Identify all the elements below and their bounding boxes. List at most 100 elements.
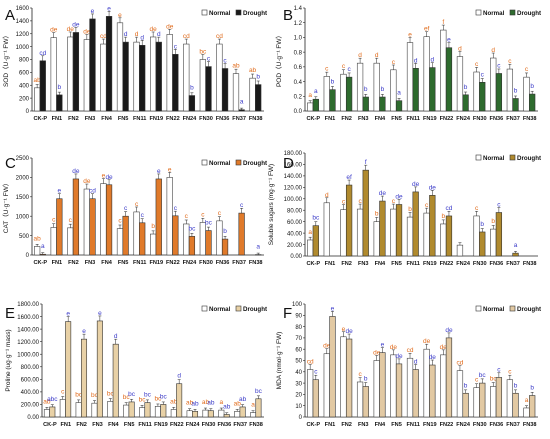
significance-label: bc xyxy=(154,395,162,402)
y-tick-label: 100.00 xyxy=(284,197,303,203)
x-tick-label: FN1 xyxy=(325,261,336,267)
y-tick-label: 800.00 xyxy=(21,365,40,371)
significance-label: f xyxy=(365,159,367,166)
significance-label: bc xyxy=(199,49,207,56)
x-tick-label: FN19 xyxy=(154,422,168,428)
significance-label: c xyxy=(174,205,178,212)
y-tick-label: 30 xyxy=(295,381,302,387)
bar-drought xyxy=(49,406,56,418)
bar-normal xyxy=(440,223,447,257)
significance-label: de xyxy=(323,343,331,350)
bar-drought xyxy=(188,236,196,256)
bar-drought xyxy=(56,198,63,256)
significance-label: bc xyxy=(91,392,99,399)
legend-label-normal: Normal xyxy=(483,10,505,17)
x-tick-label: FN5 xyxy=(391,422,402,428)
significance-label: b xyxy=(530,83,534,90)
bar-drought xyxy=(239,406,246,418)
significance-label: b xyxy=(364,86,368,93)
bar-normal xyxy=(199,222,206,256)
y-tick-label: 2500 xyxy=(16,156,30,162)
significance-label: c xyxy=(475,377,479,384)
legend-swatch-drought xyxy=(235,159,242,166)
significance-label: c xyxy=(481,71,485,78)
x-tick-label: FN24 xyxy=(183,260,198,266)
x-tick-label: CK-P xyxy=(306,116,320,122)
significance-label: bc xyxy=(188,225,196,232)
significance-label: bc xyxy=(255,388,263,395)
x-tick-label: CK-P xyxy=(43,422,57,428)
x-tick-label: FN38 xyxy=(249,422,263,428)
bar-drought xyxy=(429,67,436,112)
significance-label: e xyxy=(66,311,70,318)
x-tick-label: FN11 xyxy=(138,422,151,428)
significance-label: e xyxy=(168,166,172,173)
bar-normal xyxy=(390,208,397,257)
x-tick-label: FN11 xyxy=(406,422,419,428)
bar-normal xyxy=(307,102,314,112)
significance-label: a xyxy=(41,243,45,250)
significance-label: de xyxy=(395,194,403,201)
x-tick-label: FN36 xyxy=(490,116,504,122)
x-tick-label: FN38 xyxy=(249,260,263,266)
bar-normal xyxy=(390,354,397,418)
significance-label: c xyxy=(425,202,429,209)
bar-normal xyxy=(323,76,330,112)
x-tick-label: FN37 xyxy=(232,116,246,122)
x-tick-label: FN5 xyxy=(391,261,402,267)
y-tick-label: 0.4 xyxy=(294,80,303,86)
legend-swatch-normal xyxy=(201,9,208,16)
x-tick-label: FN36 xyxy=(490,422,504,428)
significance-label: c xyxy=(141,212,145,219)
bar-drought xyxy=(172,215,179,256)
significance-label: c xyxy=(497,62,501,69)
bar-drought xyxy=(512,392,519,418)
bar-normal xyxy=(356,381,364,418)
y-tick-label: 1600 xyxy=(16,6,30,12)
bar-drought xyxy=(412,191,419,257)
bar-normal xyxy=(340,336,347,418)
significance-label: cd xyxy=(183,33,190,40)
x-tick-label: FN37 xyxy=(232,260,246,266)
significance-label: c xyxy=(342,199,346,206)
bar-normal xyxy=(373,62,380,112)
y-tick-label: 1800.00 xyxy=(17,302,39,308)
y-tick-label: 0 xyxy=(299,415,303,421)
legend-swatch-drought xyxy=(509,305,516,312)
significance-label: d xyxy=(157,31,161,38)
bar-drought xyxy=(176,383,183,418)
y-tick-label: 1.0 xyxy=(294,36,303,42)
x-tick-label: CK-P xyxy=(33,116,47,122)
significance-label: de xyxy=(83,178,91,185)
significance-label: bc xyxy=(75,392,83,399)
y-tick-label: 1600.00 xyxy=(17,315,39,321)
significance-label: bc xyxy=(107,390,115,397)
y-axis-label: Soluble sugars (mg·g⁻¹ FW) xyxy=(268,164,275,245)
x-tick-label: FN22 xyxy=(440,261,454,267)
x-tick-label: FN19 xyxy=(423,116,437,122)
significance-label: c xyxy=(475,205,479,212)
x-tick-label: FN24 xyxy=(456,422,471,428)
chart-panel-d: D 0.00 20.00 40.00 60.00 80.00 100.00 120.00 140… xyxy=(268,151,541,267)
significance-label: d xyxy=(458,46,462,53)
legend-swatch-normal xyxy=(475,305,482,312)
significance-label: a xyxy=(525,397,529,404)
significance-label: ab xyxy=(234,400,242,407)
bar-drought xyxy=(122,41,129,112)
y-tick-label: 1.2 xyxy=(294,21,303,27)
x-tick-label: FN36 xyxy=(490,261,504,267)
bar-drought xyxy=(65,321,72,418)
bar-normal xyxy=(373,221,380,257)
significance-label: de xyxy=(429,184,437,191)
y-tick-label: 1000 xyxy=(16,214,30,220)
bar-normal xyxy=(75,402,82,418)
x-tick-label: FN22 xyxy=(440,422,454,428)
y-tick-label: 400 xyxy=(19,83,30,89)
x-tick-label: CK-P xyxy=(306,261,320,267)
significance-label: a xyxy=(220,399,224,406)
bar-normal xyxy=(216,220,223,256)
bar-normal xyxy=(154,406,161,418)
bar-normal xyxy=(34,87,41,112)
significance-label: d xyxy=(140,34,144,41)
bar-normal xyxy=(406,357,414,418)
